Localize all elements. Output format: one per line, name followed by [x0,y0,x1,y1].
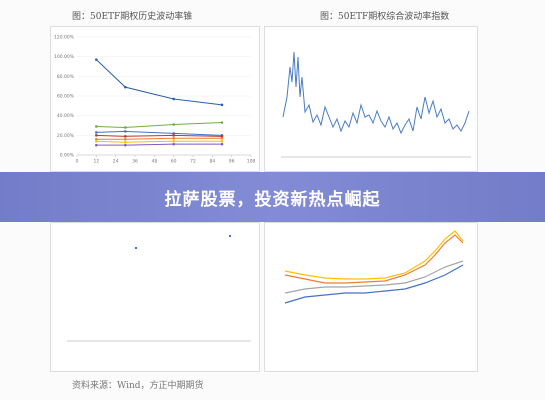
x-tick-label: 60 [171,159,177,165]
series-line [96,130,223,136]
data-point [124,85,127,89]
x-tick-label: 12 [93,159,99,165]
y-tick-label: 0.00% [60,153,75,159]
data-point [172,139,175,143]
series-line [96,143,222,146]
data-point [220,139,224,143]
data-point [172,132,175,135]
y-tick-label: 40.00% [57,113,75,119]
data-point [95,131,98,134]
data-point [220,136,224,140]
data-point [95,134,98,137]
data-point [95,139,98,143]
y-tick-label: 120.00% [54,35,75,41]
y-tick-label: 20.00% [57,133,75,139]
data-point [220,142,224,146]
x-tick-label: 0 [76,159,79,165]
chart-decoration [67,235,251,342]
series-line [95,59,223,106]
data-point [172,123,175,126]
chart-panel [50,222,260,372]
data-point [124,143,127,147]
data-point [124,126,127,129]
chart: 0.00% 20.00% 40.00% 60.00% 80.00% 100.00% 120.… [54,35,256,165]
data-point [124,135,127,138]
chart-panel [264,222,478,372]
figure-caption: 图：50ETF期权历史波动率锥 [72,12,193,22]
data-point [172,134,175,137]
y-tick-label: 80.00% [57,74,75,80]
x-tick-label: 84 [209,159,215,165]
data-point [220,121,224,124]
chart-decoration [284,230,464,304]
chart-panel: 0.00% 20.00% 40.00% 60.00% 80.00% 100.00% 120.… [50,26,260,172]
chart-decoration [281,51,471,158]
y-tick-label: 60.00% [57,94,75,100]
x-tick-label: 108 [247,159,256,165]
series-line [96,140,222,143]
x-tick-label: 48 [151,159,157,165]
source-note: 资料来源：Wind，方正中期期货 [72,381,204,391]
data-point [95,58,98,61]
series-line [96,134,223,137]
x-tick-label: 72 [190,159,196,165]
banner-title: 拉萨股票，投资新热点崛起 [0,172,545,222]
series-line [96,122,223,128]
figure-caption: 图：50ETF期权综合波动率指数 [320,12,450,22]
y-tick-label: 100.00% [54,54,75,60]
x-tick-label: 96 [229,159,235,165]
data-point [95,125,98,128]
chart-panel [264,26,478,172]
data-point [220,135,224,138]
data-point [95,137,98,141]
data-point [124,130,127,133]
data-point [172,136,175,140]
data-point [220,103,224,107]
data-point [124,137,127,141]
x-tick-label: 24 [113,159,119,165]
data-point [95,143,98,147]
data-point [124,140,127,144]
x-tick-label: 36 [132,159,138,165]
series-line [96,137,222,140]
data-point [172,97,175,101]
data-point [172,142,175,146]
